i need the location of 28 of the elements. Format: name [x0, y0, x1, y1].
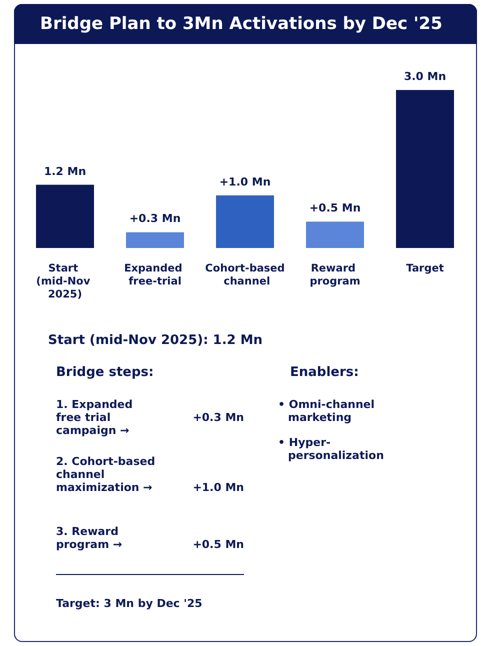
data-label: +0.5 Mn	[309, 202, 361, 215]
x-tick-label: Expanded free-trial	[124, 262, 186, 288]
text: Bridge steps:	[56, 365, 155, 380]
text: +0.5 Mn	[192, 538, 244, 551]
text: 3. Reward program →	[56, 525, 124, 551]
x-tick-label: Start (mid-Nov 2025)	[36, 262, 94, 300]
text: +1.0 Mn	[192, 481, 244, 494]
x-tick-label: Target	[406, 262, 444, 274]
x-tick-label: Cohort-based channel	[205, 262, 285, 288]
bar	[126, 232, 184, 248]
text: 1. Expanded free trial campaign →	[56, 398, 134, 437]
chart-title: Bridge Plan to 3Mn Activations by Dec '25	[14, 4, 477, 44]
x-tick-label: Reward program	[310, 262, 360, 288]
text: 2. Cohort-based channel maximization →	[56, 455, 156, 494]
data-label: 3.0 Mn	[404, 70, 446, 83]
bar	[396, 90, 454, 248]
bar	[36, 184, 94, 248]
text: +0.3 Mn	[192, 411, 244, 424]
bar	[216, 195, 274, 248]
text: • Hyper-personalization	[278, 436, 385, 462]
data-label: +0.3 Mn	[129, 212, 181, 226]
bar	[306, 222, 364, 248]
text: Target: 3 Mn by Dec '25	[56, 597, 204, 610]
text: • Omni-channel marketing	[278, 398, 376, 424]
text: Start (mid-Nov 2025): 1.2 Mn	[48, 333, 264, 348]
data-label: +1.0 Mn	[219, 175, 271, 188]
text: Enablers:	[290, 365, 360, 380]
data-label: 1.2 Mn	[44, 164, 86, 178]
